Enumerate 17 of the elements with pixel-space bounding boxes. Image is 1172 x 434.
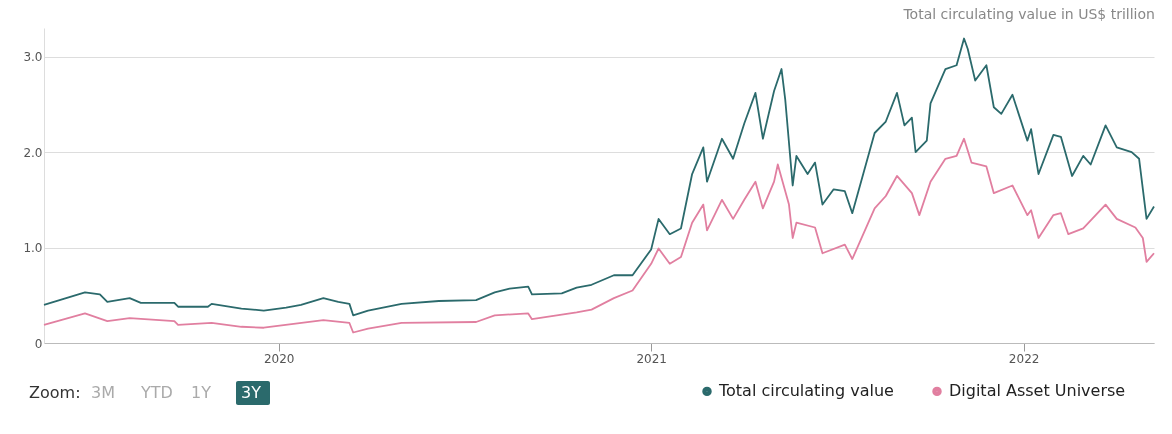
legend-label: Total circulating value	[718, 381, 894, 401]
line-series	[43, 37, 1155, 317]
y-tick-label: 3.0	[23, 50, 43, 65]
text: Zoom:	[29, 383, 81, 402]
text: 1Y	[191, 383, 212, 402]
line-series	[43, 137, 1155, 334]
text: YTD	[140, 383, 173, 402]
x-tick-label: 2021	[636, 351, 667, 366]
text: 3M	[91, 383, 115, 402]
y-axis-title: Total circulating value in US$ trillion	[902, 6, 1155, 22]
y-tick-label: 1.0	[23, 241, 43, 256]
y-tick-label: 2.0	[23, 145, 43, 160]
legend-label: Digital Asset Universe	[949, 381, 1126, 401]
x-tick-label: 2020	[263, 351, 295, 366]
y-tick-label: 0	[34, 336, 43, 351]
text: 3Y	[241, 383, 262, 402]
x-tick-label: 2022	[1008, 351, 1040, 366]
